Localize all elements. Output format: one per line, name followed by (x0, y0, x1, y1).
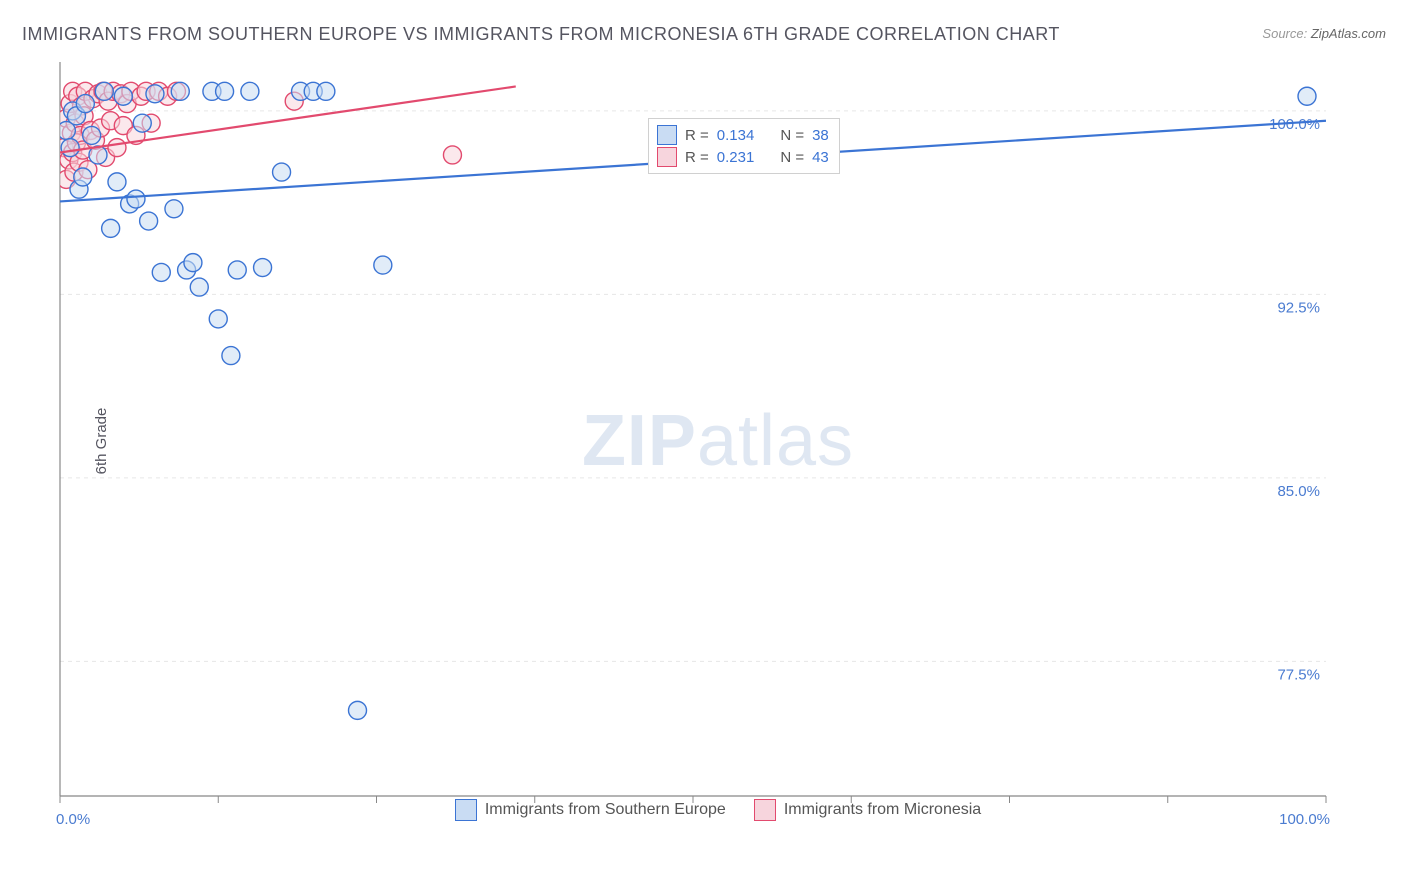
data-point (190, 278, 208, 296)
data-point (443, 146, 461, 164)
data-point (374, 256, 392, 274)
r-value: 0.231 (717, 149, 755, 166)
r-label: R = (685, 149, 709, 166)
legend-swatch (657, 147, 677, 167)
chart-container: 6th Grade ZIPatlas 77.5%85.0%92.5%100.0%… (50, 56, 1386, 826)
data-point (83, 126, 101, 144)
data-point (114, 87, 132, 105)
data-point (241, 82, 259, 100)
data-point (165, 200, 183, 218)
data-point (108, 139, 126, 157)
chart-title: IMMIGRANTS FROM SOUTHERN EUROPE VS IMMIG… (22, 24, 1060, 45)
data-point (108, 173, 126, 191)
data-point (171, 82, 189, 100)
data-point (95, 82, 113, 100)
legend-label: Immigrants from Southern Europe (485, 801, 726, 819)
data-point (140, 212, 158, 230)
source-value: ZipAtlas.com (1311, 26, 1386, 41)
stats-legend-row: R = 0.134 N = 38 (657, 125, 829, 145)
n-label: N = (780, 127, 804, 144)
source-label: Source: (1262, 26, 1307, 41)
n-label: N = (780, 149, 804, 166)
legend-swatch (455, 799, 477, 821)
data-point (317, 82, 335, 100)
data-point (133, 114, 151, 132)
svg-text:85.0%: 85.0% (1277, 483, 1320, 500)
r-label: R = (685, 127, 709, 144)
stats-legend: R = 0.134 N = 38 R = 0.231 N = 43 (648, 118, 840, 174)
data-point (61, 139, 79, 157)
data-point (349, 701, 367, 719)
legend-item: Immigrants from Micronesia (754, 799, 981, 821)
data-point (146, 85, 164, 103)
data-point (209, 310, 227, 328)
data-point (152, 263, 170, 281)
r-value: 0.134 (717, 127, 755, 144)
bottom-legend: Immigrants from Southern Europe Immigrant… (50, 799, 1386, 826)
data-point (74, 168, 92, 186)
stats-legend-row: R = 0.231 N = 43 (657, 147, 829, 167)
data-point (228, 261, 246, 279)
source-credit: Source: ZipAtlas.com (1262, 26, 1386, 41)
data-point (76, 95, 94, 113)
legend-swatch (657, 125, 677, 145)
data-point (102, 219, 120, 237)
legend-item: Immigrants from Southern Europe (455, 799, 726, 821)
data-point (1298, 87, 1316, 105)
svg-text:77.5%: 77.5% (1277, 666, 1320, 683)
data-point (216, 82, 234, 100)
n-value: 43 (812, 149, 829, 166)
legend-swatch (754, 799, 776, 821)
legend-label: Immigrants from Micronesia (784, 801, 981, 819)
n-value: 38 (812, 127, 829, 144)
data-point (184, 254, 202, 272)
data-point (222, 347, 240, 365)
data-point (273, 163, 291, 181)
data-point (127, 190, 145, 208)
data-point (254, 259, 272, 277)
svg-text:92.5%: 92.5% (1277, 299, 1320, 316)
